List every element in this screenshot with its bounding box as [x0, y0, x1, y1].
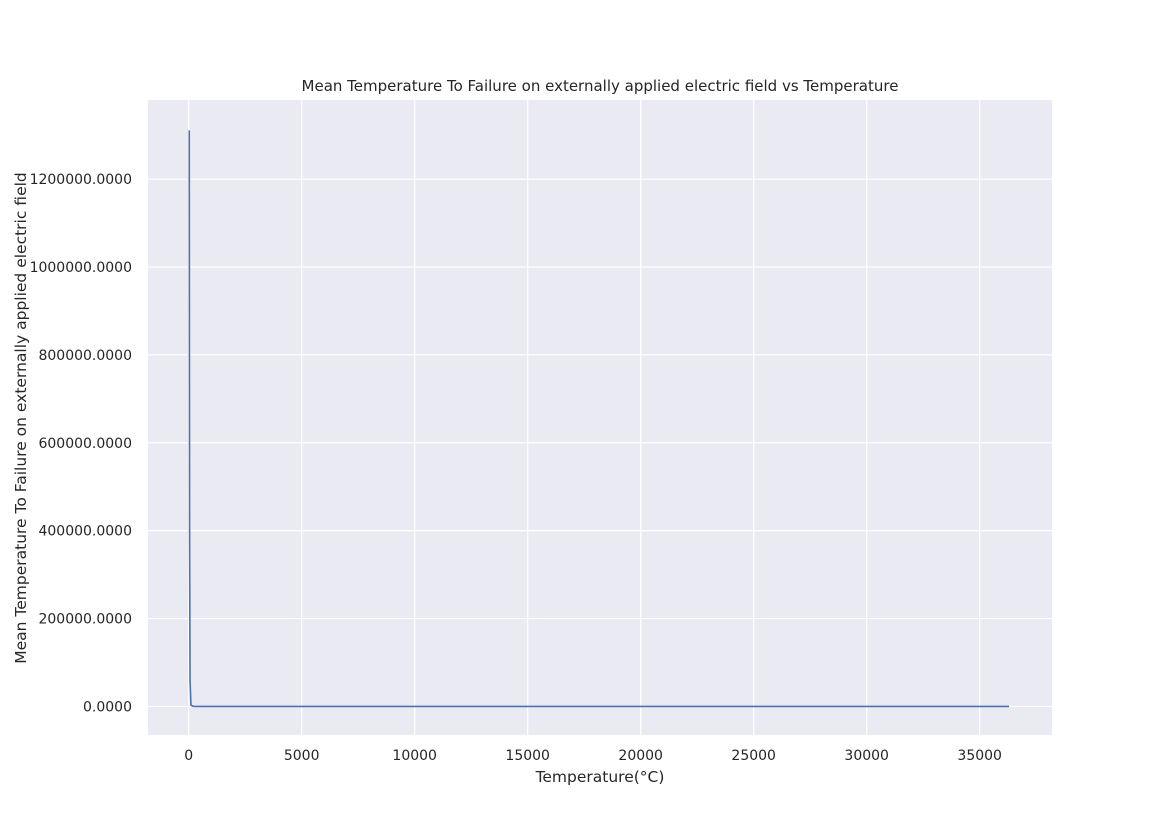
plot-area	[148, 100, 1052, 735]
x-tick-label: 30000	[844, 748, 889, 764]
y-axis-label: Mean Temperature To Failure on externall…	[12, 172, 30, 664]
x-tick-label: 25000	[731, 748, 776, 764]
series-line	[188, 130, 1010, 708]
y-tick-label: 0.0000	[83, 699, 132, 715]
series-layer	[188, 130, 1010, 708]
x-tick-label: 10000	[392, 748, 437, 764]
x-tick-label: 0	[184, 748, 193, 764]
x-tick-label: 15000	[505, 748, 550, 764]
grid-lines	[148, 100, 1052, 735]
y-tick-label: 1200000.0000	[30, 172, 132, 188]
chart-title: Mean Temperature To Failure on externall…	[302, 77, 899, 95]
x-tick-label: 35000	[957, 748, 1002, 764]
x-axis-ticks: 0 5000 10000 15000 20000 25000 30000 35000	[184, 748, 1002, 764]
x-tick-label: 5000	[284, 748, 320, 764]
y-axis-ticks: 0.0000 200000.0000 400000.0000 600000.0000 8…	[30, 172, 132, 715]
y-tick-label: 200000.0000	[38, 612, 132, 628]
x-tick-label: 20000	[618, 748, 663, 764]
y-tick-label: 400000.0000	[38, 524, 132, 540]
y-tick-label: 1000000.0000	[30, 260, 132, 276]
y-tick-label: 800000.0000	[38, 348, 132, 364]
y-tick-label: 600000.0000	[38, 436, 132, 452]
x-axis-label: Temperature(°C)	[535, 768, 665, 786]
